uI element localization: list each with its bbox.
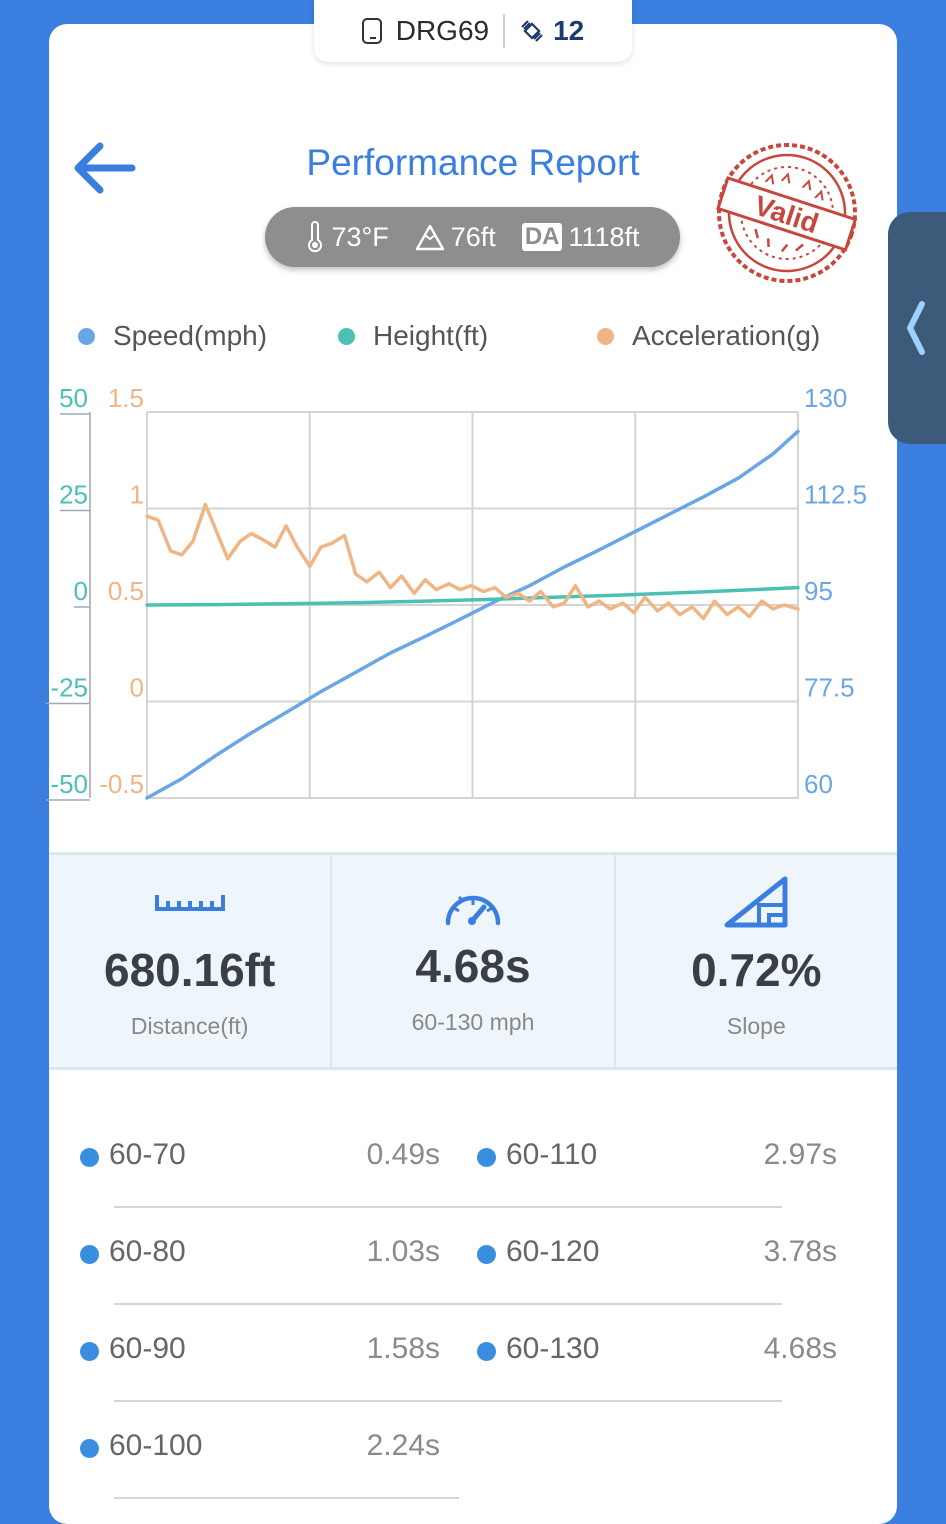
split-time: 1.03s (366, 1235, 440, 1268)
split-range: 60-100 (109, 1429, 203, 1462)
acceleration-tick-label: 0.5 (108, 576, 144, 606)
density-altitude-group: DA 1118ft (521, 221, 640, 253)
slope-icon (724, 876, 788, 928)
slope-label: Slope (726, 1013, 786, 1039)
stat-elapsed-time: 4.68s 60-130 mph (330, 855, 613, 1067)
split-row: 60-90 1.58s (80, 1304, 459, 1402)
temperature-group: 73°F (305, 221, 389, 253)
page-title: Performance Report (306, 142, 640, 183)
split-range: 60-90 (109, 1332, 186, 1365)
legend-height[interactable]: Height(ft) (338, 316, 488, 356)
split-row: 60-70 0.49s (80, 1110, 459, 1208)
legend-height-dot (338, 327, 355, 345)
elevation-value: 76ft (450, 221, 496, 252)
chevron-left-icon (907, 301, 925, 355)
row-divider (114, 1497, 459, 1499)
conditions-pill: 73°F 76ft DA 1118ft (265, 207, 680, 267)
elapsed-time-label: 60-130 mph (411, 1009, 535, 1035)
temperature-value: 73°F (331, 221, 389, 252)
legend-height-label: Height(ft) (373, 320, 489, 351)
split-range: 60-130 (506, 1332, 600, 1365)
satellite-count-group: 12 (519, 15, 584, 47)
satellite-icon (521, 20, 543, 42)
density-altitude-value: 1118ft (568, 221, 640, 252)
height-tick-label: -25 (50, 672, 88, 702)
acceleration-tick-label: 1 (130, 479, 144, 509)
elevation-group: 76ft (415, 222, 496, 253)
acceleration-tick-label: 0 (130, 672, 144, 702)
split-dot (477, 1148, 496, 1167)
split-time: 4.68s (763, 1332, 837, 1365)
row-divider (114, 1400, 782, 1402)
da-label: DA (521, 223, 563, 251)
legend-acceleration[interactable]: Acceleration(g) (597, 316, 820, 356)
side-drawer-handle[interactable] (888, 212, 946, 444)
split-row: 60-80 1.03s (80, 1207, 459, 1305)
split-row: 60-130 4.68s (114, 1304, 837, 1402)
row-divider (114, 1206, 782, 1208)
speed-tick-label: 112.5 (804, 479, 867, 509)
acceleration-tick-label: 1.5 (108, 383, 144, 413)
thermometer-icon (308, 221, 323, 253)
speed-tick-label: 130 (804, 383, 847, 413)
split-time: 2.24s (366, 1429, 440, 1462)
acceleration-tick-label: -0.5 (99, 769, 144, 799)
device-icon (361, 18, 382, 44)
split-row: 60-120 3.78s (114, 1207, 837, 1305)
distance-label: Distance(ft) (130, 1013, 249, 1039)
row-divider (114, 1303, 782, 1305)
split-time: 0.49s (366, 1138, 440, 1171)
height-tick-label: -50 (50, 769, 88, 799)
height-tick-label: 25 (59, 479, 88, 509)
height-tick-label: 50 (59, 383, 88, 413)
speed-series-line (145, 429, 800, 800)
speed-tick-label: 77.5 (804, 672, 855, 702)
performance-chart: 50 1.5 130 25 1 112.5 0 0.5 95 -25 0 77.5 -50 -0.5 60 (46, 383, 867, 801)
acceleration-series-line (145, 502, 800, 621)
mountain-icon (415, 224, 444, 251)
split-dot (477, 1245, 496, 1264)
arrow-left-icon[interactable] (72, 140, 136, 196)
stats-panel: 680.16ft Distance(ft) 4.68s 60-130 mph 0… (49, 852, 897, 1070)
legend-acceleration-label: Acceleration(g) (632, 320, 821, 351)
height-series-line (145, 585, 800, 607)
split-range: 60-110 (506, 1138, 598, 1171)
speedometer-icon (445, 895, 501, 926)
badge-divider (503, 14, 506, 48)
height-tick-label: 0 (74, 576, 88, 606)
split-dot (477, 1342, 496, 1361)
split-time: 1.58s (366, 1332, 440, 1365)
speed-tick-label: 60 (804, 769, 833, 799)
split-time: 3.78s (763, 1235, 837, 1268)
valid-stamp: Valid (716, 143, 858, 283)
split-row: 60-100 2.24s (80, 1401, 459, 1499)
speed-tick-label: 95 (804, 576, 833, 606)
satellite-count: 12 (553, 15, 585, 46)
legend-speed[interactable]: Speed(mph) (78, 316, 267, 356)
split-range: 60-120 (506, 1235, 600, 1268)
split-dot (80, 1148, 99, 1167)
device-badge: DRG69 12 (314, 0, 632, 62)
split-range: 60-70 (109, 1138, 186, 1171)
split-row: 60-110 2.97s (114, 1110, 837, 1208)
elapsed-time-value: 4.68s (415, 940, 531, 992)
split-dot (80, 1342, 99, 1361)
split-time: 2.97s (763, 1138, 837, 1171)
device-id: DRG69 (395, 15, 490, 46)
stat-slope: 0.72% Slope (613, 855, 897, 1067)
split-dot (80, 1245, 99, 1264)
slope-value: 0.72% (691, 944, 822, 996)
legend-speed-label: Speed(mph) (113, 320, 268, 351)
distance-value: 680.16ft (103, 944, 276, 996)
ruler-icon (154, 895, 225, 911)
stat-distance: 680.16ft Distance(ft) (49, 855, 330, 1067)
split-range: 60-80 (109, 1235, 186, 1268)
legend-acceleration-dot (597, 327, 614, 345)
split-dot (80, 1439, 99, 1458)
legend-speed-dot (78, 327, 95, 345)
